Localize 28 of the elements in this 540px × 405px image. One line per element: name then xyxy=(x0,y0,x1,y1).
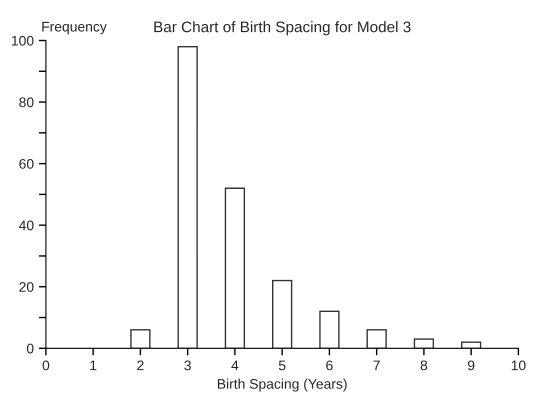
bar xyxy=(178,46,198,348)
bar xyxy=(319,310,340,348)
x-tick-label: 8 xyxy=(420,360,428,370)
y-tick-label: 20 xyxy=(19,282,34,292)
x-tick-label: 9 xyxy=(468,360,474,370)
y-tick-label: 60 xyxy=(19,158,34,169)
x-tick-label: 2 xyxy=(137,360,144,370)
x-tick-label: 5 xyxy=(278,360,286,370)
y-axis-title: Frequency xyxy=(42,22,107,34)
bar xyxy=(130,329,151,348)
bar xyxy=(366,329,387,348)
y-tick-label: 40 xyxy=(18,220,34,230)
bar xyxy=(272,280,292,348)
chart-title: Bar Chart of Birth Spacing for Model 3 xyxy=(154,21,411,36)
y-tick-label: 80 xyxy=(19,97,34,108)
x-tick-label: 3 xyxy=(184,360,191,370)
x-axis-title: Birth Spacing (Years) xyxy=(218,378,347,392)
y-tick-label: 0 xyxy=(26,344,34,354)
x-tick-label: 10 xyxy=(512,360,526,370)
y-tick-label: 100 xyxy=(12,36,34,46)
bar xyxy=(224,188,246,348)
x-tick-label: 0 xyxy=(42,360,50,370)
x-tick-label: 7 xyxy=(374,360,380,370)
bar xyxy=(414,338,434,348)
bar xyxy=(461,341,482,348)
x-tick-label: 6 xyxy=(326,360,333,370)
x-tick-label: 1 xyxy=(90,360,96,370)
x-tick-label: 4 xyxy=(231,360,238,370)
